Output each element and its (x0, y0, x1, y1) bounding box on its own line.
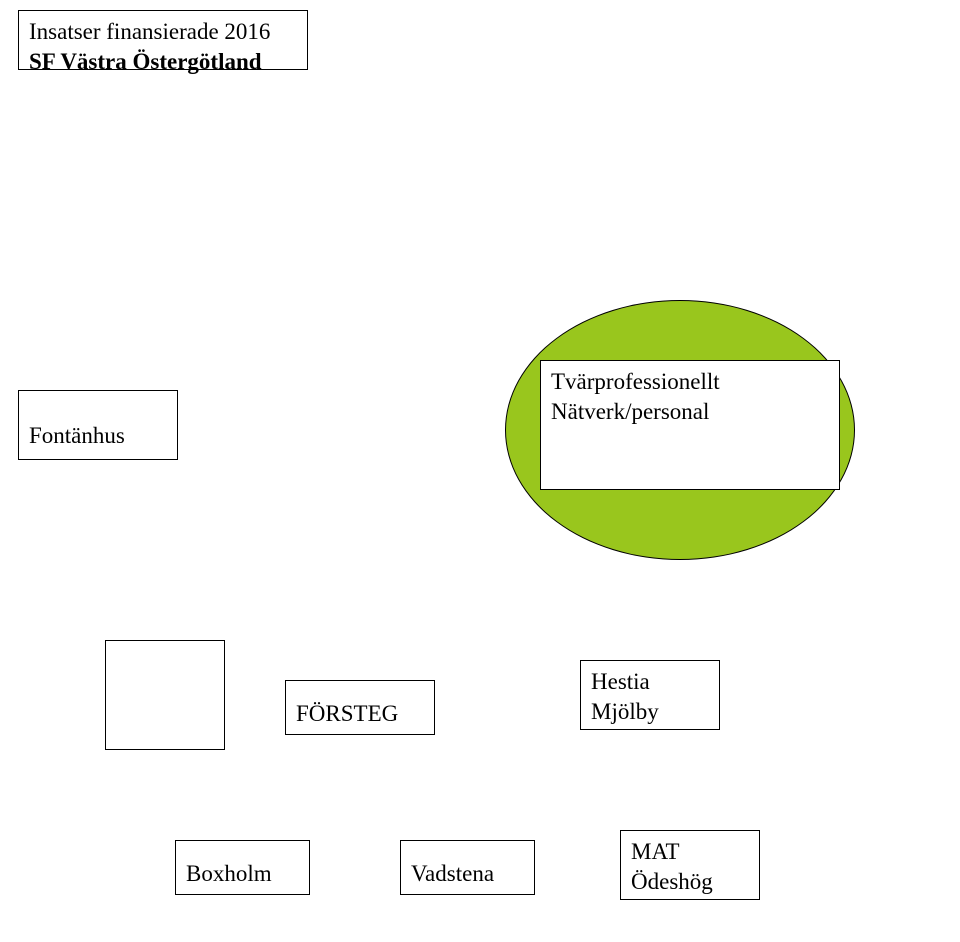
forsteg-label: FÖRSTEG (296, 701, 398, 726)
fontanhus-box: Fontänhus (18, 390, 178, 460)
hestia-line2: Mjölby (591, 697, 709, 727)
hestia-box: Hestia Mjölby (580, 660, 720, 730)
boxholm-label: Boxholm (186, 861, 272, 886)
title-line2: SF Västra Östergötland (29, 47, 297, 77)
tvarprof-line1: Tvärprofessionellt (551, 367, 829, 397)
title-box: Insatser finansierade 2016 SF Västra Öst… (18, 10, 308, 70)
title-line1: Insatser finansierade 2016 (29, 17, 297, 47)
boxholm-box: Boxholm (175, 840, 310, 895)
tvarprof-line2: Nätverk/personal (551, 397, 829, 427)
fontanhus-label: Fontänhus (29, 423, 125, 448)
empty-box (105, 640, 225, 750)
mat-line2: Ödeshög (631, 867, 749, 897)
hestia-line1: Hestia (591, 667, 709, 697)
vadstena-label: Vadstena (411, 861, 494, 886)
forsteg-box: FÖRSTEG (285, 680, 435, 735)
vadstena-box: Vadstena (400, 840, 535, 895)
mat-box: MAT Ödeshög (620, 830, 760, 900)
tvarprof-box: Tvärprofessionellt Nätverk/personal (540, 360, 840, 490)
mat-line1: MAT (631, 837, 749, 867)
